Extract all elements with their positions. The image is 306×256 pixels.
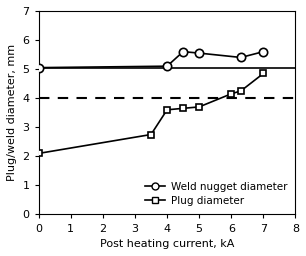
Legend: Weld nugget diameter, Plug diameter: Weld nugget diameter, Plug diameter xyxy=(141,179,290,209)
Y-axis label: Plug/weld diameter, mm: Plug/weld diameter, mm xyxy=(7,44,17,181)
X-axis label: Post heating current, kA: Post heating current, kA xyxy=(100,239,234,249)
